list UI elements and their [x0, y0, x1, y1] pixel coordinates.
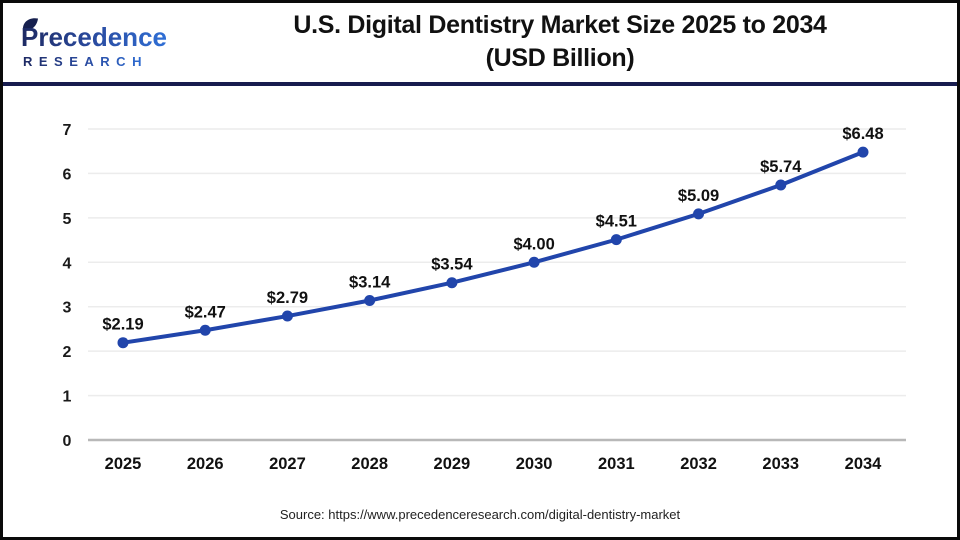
x-tick-label: 2032 [680, 455, 717, 473]
data-point-marker [528, 256, 540, 268]
chart-title-line1: U.S. Digital Dentistry Market Size 2025 … [293, 11, 827, 39]
data-point-marker [281, 310, 293, 322]
data-point-marker [693, 208, 705, 220]
y-tick-label: 2 [63, 344, 72, 361]
data-label: $5.74 [760, 158, 802, 176]
y-tick-label: 6 [63, 166, 72, 183]
data-label: $3.54 [431, 256, 473, 274]
x-tick-label: 2028 [351, 455, 388, 473]
x-tick-label: 2033 [762, 455, 799, 473]
data-label: $2.19 [102, 316, 143, 334]
y-tick-label: 0 [63, 433, 72, 450]
x-tick-label: 2031 [598, 455, 635, 473]
data-label: $3.14 [349, 273, 391, 291]
data-label: $2.47 [185, 303, 226, 321]
data-label: $4.51 [596, 213, 637, 231]
x-tick-label: 2029 [434, 455, 471, 473]
data-label: $5.09 [678, 187, 719, 205]
y-tick-label: 4 [63, 255, 72, 272]
x-tick-label: 2034 [845, 455, 883, 473]
data-point-marker [117, 337, 129, 349]
data-point-marker [857, 146, 869, 158]
x-tick-label: 2027 [269, 455, 306, 473]
data-point-marker [775, 179, 787, 191]
data-label: $2.79 [267, 289, 308, 307]
x-tick-label: 2026 [187, 455, 224, 473]
series-line [121, 150, 865, 345]
logo-subtitle: RESEARCH [23, 54, 148, 69]
y-tick-label: 5 [63, 211, 72, 228]
data-point-marker [364, 294, 376, 306]
y-tick-label: 1 [63, 389, 72, 406]
header-divider [3, 82, 957, 86]
chart-title-line2: (USD Billion) [485, 44, 635, 72]
data-point-marker [610, 234, 622, 246]
x-tick-label: 2025 [105, 455, 142, 473]
precedence-research-logo: Precedence RESEARCH [21, 18, 167, 69]
source-text: Source: https://www.precedenceresearch.c… [279, 507, 681, 522]
y-tick-label: 7 [63, 122, 72, 139]
data-label: $4.00 [513, 235, 554, 253]
y-tick-label: 3 [63, 300, 72, 317]
logo-wordmark: Precedence [21, 22, 167, 52]
x-tick-label: 2030 [516, 455, 553, 473]
header: Precedence RESEARCH U.S. Digital Dentist… [3, 3, 957, 82]
data-label: $6.48 [842, 125, 883, 143]
leaf-icon [22, 18, 38, 31]
line-chart: 0 1 2 3 4 5 6 7 $2.19 $2.47 $2.79 $3.14 $3.54 $4.00 $4… [63, 122, 906, 473]
data-point-marker [199, 324, 211, 336]
chart-title: U.S. Digital Dentistry Market Size 2025 … [203, 9, 917, 75]
data-point-marker [446, 277, 458, 289]
